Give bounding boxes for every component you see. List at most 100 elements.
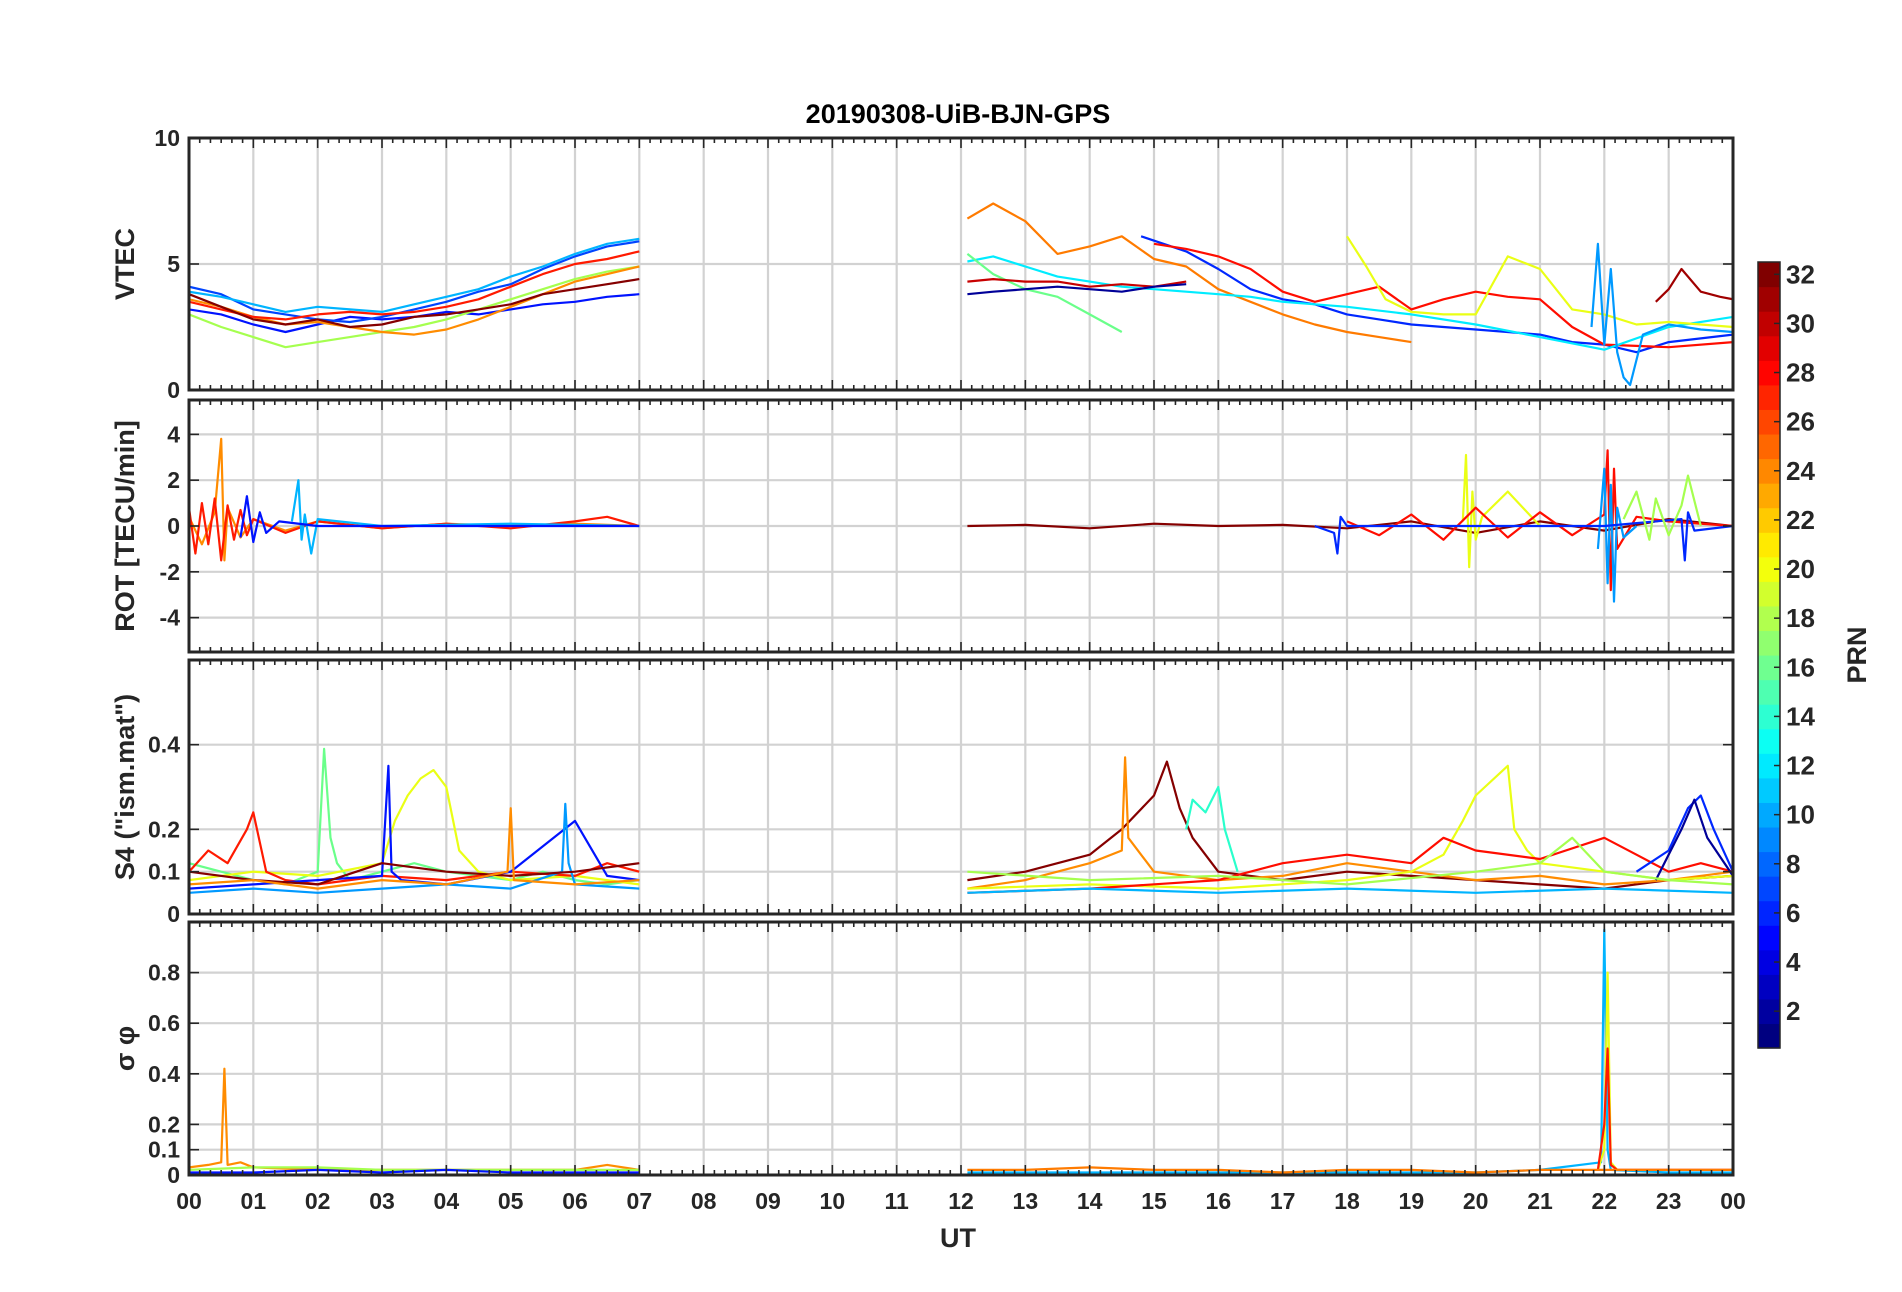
series-group: [189, 202, 1733, 387]
series-line: [189, 802, 640, 894]
colorbar-tick-label: 12: [1786, 751, 1815, 781]
y-tick-label: 10: [154, 125, 180, 151]
colorbar-segment: [1758, 630, 1780, 656]
colorbar-label: PRN: [1842, 626, 1872, 683]
series-line: [1596, 971, 1619, 1171]
series-line: [189, 265, 640, 336]
colorbar-tick-label: 32: [1786, 259, 1815, 289]
series-line: [1153, 242, 1733, 349]
rot-panel: -4 -2 0 2 4 ROT [TECU/min]: [110, 398, 1735, 654]
x-tick-label: 05: [498, 1188, 524, 1214]
series-line: [1590, 242, 1733, 387]
series-line: [1654, 798, 1733, 881]
series-line: [290, 479, 640, 555]
series-line: [967, 764, 1733, 890]
x-tick-label: 20: [1463, 1188, 1489, 1214]
y-tick-label: 0.2: [148, 816, 180, 842]
colorbar-segment: [1758, 777, 1780, 803]
x-tick-label: 16: [1206, 1188, 1232, 1214]
series-line: [189, 250, 640, 321]
series-line: [1655, 267, 1733, 303]
series-line: [189, 807, 640, 890]
x-tick-label: 03: [369, 1188, 395, 1214]
colorbar-tick-label: 8: [1786, 849, 1800, 879]
y-tick-label: 0.8: [148, 960, 180, 986]
colorbar-tick-label: 4: [1786, 947, 1801, 977]
x-tick-label: 00: [1720, 1188, 1746, 1214]
colorbar-segment: [1758, 900, 1780, 926]
colorbar-segment: [1758, 704, 1780, 730]
series-line: [967, 928, 1733, 1174]
colorbar-tick-label: 18: [1786, 603, 1815, 633]
y-tick-label: 0: [167, 377, 180, 403]
colorbar-segment: [1758, 483, 1780, 509]
series-line: [966, 253, 1123, 333]
y-axis-label: VTEC: [110, 228, 140, 300]
y-tick-label: 4: [167, 421, 180, 447]
y-tick-label: 0.1: [148, 859, 180, 885]
series-line: [1622, 474, 1702, 541]
y-tick-label: 0: [167, 901, 180, 927]
colorbar-segment: [1758, 679, 1780, 705]
colorbar-tick-label: 26: [1786, 407, 1815, 437]
series-line: [189, 437, 640, 562]
axes-frame: [187, 920, 1735, 1177]
colorbar-segment: [1758, 1023, 1780, 1049]
chart-title: 20190308-UiB-BJN-GPS: [806, 99, 1111, 129]
x-tick-label: 08: [691, 1188, 717, 1214]
colorbar-tick-label: 14: [1786, 701, 1815, 731]
colorbar-tick-label: 2: [1786, 996, 1800, 1026]
series-line: [967, 756, 1733, 890]
colorbar-segment: [1758, 851, 1780, 877]
x-tick-label: 21: [1527, 1188, 1553, 1214]
series-line: [1635, 794, 1733, 873]
x-tick-label: 22: [1592, 1188, 1618, 1214]
colorbar-segment: [1758, 507, 1780, 533]
x-tick-label: 13: [1013, 1188, 1039, 1214]
x-tick-label: 10: [820, 1188, 846, 1214]
colorbar-segment: [1758, 311, 1780, 337]
colorbar-segment: [1758, 728, 1780, 754]
colorbar-segment: [1758, 876, 1780, 902]
colorbar-tick-label: 22: [1786, 505, 1815, 535]
series-line: [189, 237, 640, 313]
colorbar-segment: [1758, 409, 1780, 435]
series-line: [239, 495, 640, 544]
s4-panel: 0 0.1 0.2 0.4 S4 ("ism.mat"): [110, 658, 1735, 927]
sigma-phi-panel: 00.10.2 0.4 0.6 0.8 σ φ 00 01 02 03 04 05 06 07 08 09 1…: [110, 920, 1746, 1214]
y-tick-label: 0.1: [148, 1137, 180, 1163]
series-line: [1346, 235, 1733, 329]
x-tick-label: 14: [1077, 1188, 1103, 1214]
colorbar-frame: [1757, 261, 1781, 1049]
colorbar-segment: [1758, 458, 1780, 484]
series-line: [189, 764, 640, 890]
y-tick-label: -2: [160, 559, 180, 585]
vtec-panel: 0 5 10 VTEC: [110, 125, 1735, 403]
y-tick-label: 0: [167, 513, 180, 539]
series-line: [1314, 511, 1733, 562]
x-tick-label: 01: [241, 1188, 267, 1214]
y-tick-label: 2: [167, 467, 180, 493]
colorbar-segment: [1758, 974, 1780, 1000]
series-line: [189, 497, 640, 562]
series-line: [967, 760, 1733, 890]
colorbar-segment: [1758, 335, 1780, 361]
series-group: [189, 437, 1733, 603]
x-tick-label: 15: [1141, 1188, 1167, 1214]
colorbar-tick-label: 28: [1786, 358, 1815, 388]
colorbar-tick-label: 30: [1786, 308, 1815, 338]
series-line: [967, 836, 1733, 886]
x-tick-label: 12: [948, 1188, 974, 1214]
colorbar-segment: [1758, 556, 1780, 582]
colorbar-segment: [1758, 949, 1780, 975]
colorbar-segment: [1758, 655, 1780, 681]
colorbar-tick-label: 6: [1786, 898, 1800, 928]
y-tick-label: -4: [160, 605, 181, 631]
x-tick-label: 04: [434, 1188, 460, 1214]
series-line: [967, 887, 1733, 894]
series-line: [189, 747, 640, 886]
y-tick-label: 0.4: [148, 1061, 180, 1087]
colorbar-segment: [1758, 581, 1780, 607]
